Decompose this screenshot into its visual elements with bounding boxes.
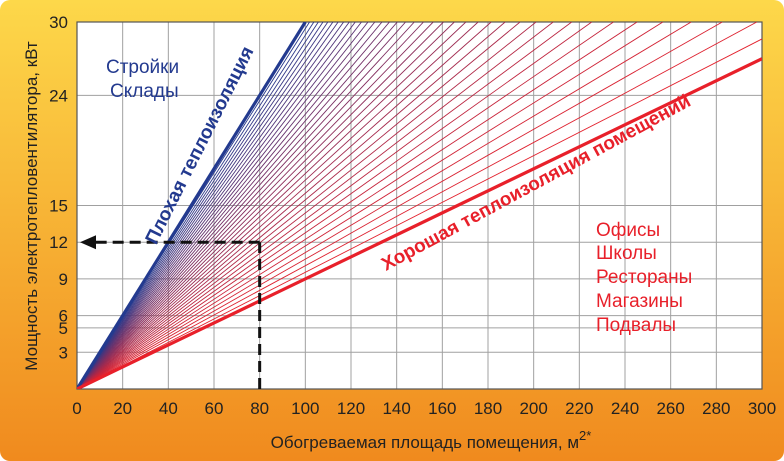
- fan-line: [77, 22, 324, 389]
- fan-line: [77, 22, 344, 389]
- series-line-poor-insulation: [77, 22, 307, 389]
- fan-line: [77, 22, 757, 389]
- y-tick-label: 30: [49, 13, 68, 32]
- fan-line: [77, 22, 350, 389]
- fan-line: [77, 22, 356, 389]
- x-tick-label: 160: [428, 399, 456, 418]
- fan-line: [77, 22, 434, 389]
- example-guide: [80, 235, 262, 389]
- y-tick-label: 3: [59, 343, 68, 362]
- fan-line: [77, 22, 506, 389]
- fan-line: [77, 22, 479, 389]
- fan-line: [77, 22, 424, 389]
- y-axis-title: Мощность электротепловентилятора, кВт: [22, 41, 41, 371]
- fan-line: [77, 22, 415, 389]
- fan-line: [77, 22, 537, 389]
- x-axis-title-main: Обогреваемая площадь помещения, м: [271, 433, 579, 452]
- fan-line: [77, 22, 614, 389]
- x-tick-label: 60: [205, 399, 224, 418]
- fan-line: [77, 22, 398, 389]
- plot-border: [76, 21, 763, 390]
- x-tick-label: 280: [702, 399, 730, 418]
- fan-line: [77, 22, 593, 389]
- fan-line: [77, 22, 664, 389]
- x-axis-title: Обогреваемая площадь помещения, м2*: [271, 428, 592, 452]
- x-tick-label: 100: [291, 399, 319, 418]
- x-tick-label: 140: [382, 399, 410, 418]
- tick-labels: 0 20 40 60 80 100 120 140 160 180 200 220 240 260 280 3…: [49, 13, 776, 418]
- blue-group-label-2: Склады: [110, 81, 179, 102]
- x-tick-label: 180: [474, 399, 502, 418]
- fan-line: [77, 22, 455, 389]
- red-group-label-3: Рестораны: [596, 267, 692, 288]
- y-tick-label: 9: [59, 270, 68, 289]
- grid: [76, 21, 763, 390]
- series-line-good-insulation: [77, 57, 762, 389]
- example-arrowhead: [80, 235, 96, 250]
- fan-line: [77, 22, 521, 389]
- x-tick-label: 240: [611, 399, 639, 418]
- x-tick-label: 40: [159, 399, 178, 418]
- fan-line: [77, 22, 334, 389]
- fan-line: [77, 22, 692, 389]
- x-tick-label: 20: [113, 399, 132, 418]
- fan-line: [77, 22, 723, 389]
- red-group-label-1: Офисы: [596, 220, 660, 241]
- boundary-lines: [77, 22, 762, 389]
- fan-line: [77, 22, 383, 389]
- blue-group-label-1: Стройки: [106, 57, 179, 78]
- y-tick-label: 12: [49, 233, 68, 252]
- fan-line: [77, 22, 339, 389]
- fan-line: [77, 22, 467, 389]
- fan-line: [77, 22, 572, 389]
- fan-line: [77, 22, 362, 389]
- x-tick-label: 120: [337, 399, 365, 418]
- x-axis-title-superscript: 2*: [579, 428, 591, 443]
- y-tick-label: 5: [59, 319, 68, 338]
- fan-line: [77, 22, 554, 389]
- y-tick-label: 15: [49, 197, 68, 216]
- x-tick-label: 300: [748, 399, 776, 418]
- x-tick-label: 200: [519, 399, 547, 418]
- y-tick-label: 6: [59, 307, 68, 326]
- red-group-label-5: Подвалы: [596, 315, 676, 336]
- x-tick-label: 80: [250, 399, 269, 418]
- fan-line: [77, 38, 762, 389]
- y-tick-label: 24: [49, 86, 68, 105]
- x-tick-label: 220: [565, 399, 593, 418]
- fan-line: [77, 22, 390, 389]
- x-tick-label: 260: [656, 399, 684, 418]
- red-group-label-2: Школы: [596, 243, 657, 264]
- fan-line: [77, 22, 406, 389]
- fan-line: [77, 22, 376, 389]
- fan-line: [77, 22, 369, 389]
- fan-line: [77, 22, 329, 389]
- red-group-label-4: Магазины: [596, 291, 683, 312]
- fan-line: [77, 22, 319, 389]
- fan-line: [77, 22, 638, 389]
- x-tick-label: 0: [72, 399, 81, 418]
- fan-line: [77, 22, 492, 389]
- fan-line: [77, 22, 444, 389]
